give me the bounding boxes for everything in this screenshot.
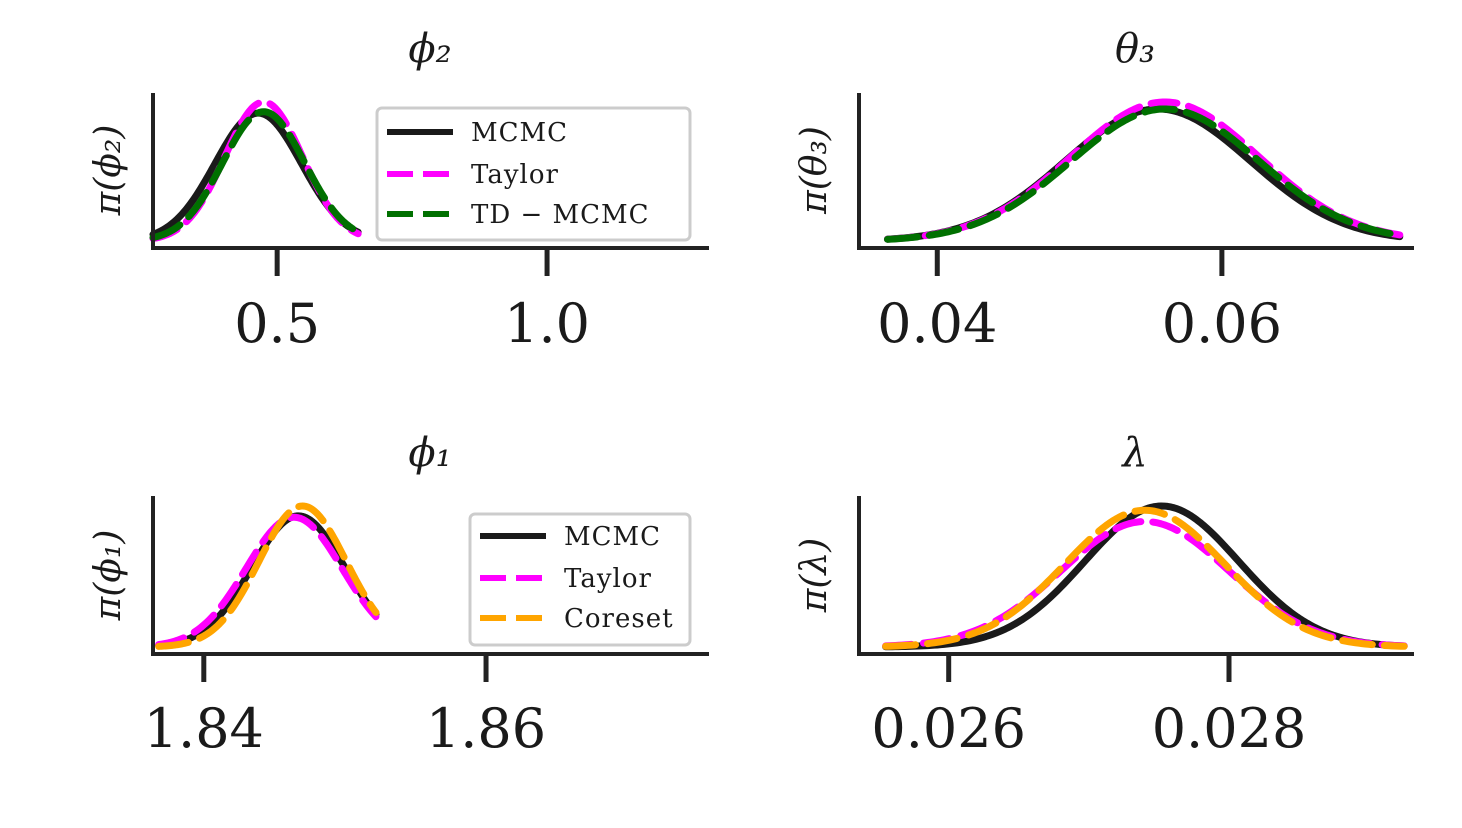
y-axis-label: π(ϕ₂) [88, 125, 129, 217]
series-line-mcmc [882, 502, 1408, 651]
panel-title: λ [1120, 430, 1147, 476]
series-line-mcmc [883, 105, 1404, 243]
x-tick-label: 1.0 [504, 292, 590, 355]
y-axis-label: π(λ) [794, 538, 835, 614]
legend-label-taylor: Taylor [471, 160, 559, 190]
panel-theta3: θ₃ π(θ₃) 0.04 0.06 [794, 26, 1414, 355]
legend-label-taylor: Taylor [564, 564, 652, 594]
x-tick-label: 0.028 [1152, 697, 1307, 760]
x-tick-label: 0.06 [1162, 292, 1282, 355]
series-line-mcmc [155, 512, 380, 650]
panel-title: ϕ₂ [408, 26, 451, 72]
legend-label-mcmc: MCMC [564, 522, 661, 552]
x-tick-label: 0.04 [877, 292, 997, 355]
panel-lambda: λ π(λ) 0.026 0.028 [794, 430, 1414, 760]
y-axis-label: π(ϕ₁) [88, 530, 129, 622]
panel-title: ϕ₁ [408, 430, 451, 476]
curves [883, 98, 1404, 243]
legend: MCMC Taylor TD − MCMC [375, 106, 692, 242]
x-tick-label: 1.86 [426, 697, 546, 760]
series-line-coreset [155, 502, 380, 650]
panel-phi1: ϕ₁ π(ϕ₁) 1.84 1.86 MCMC Taylor Coreset [88, 430, 709, 760]
legend-label-mcmc: MCMC [471, 118, 568, 148]
series-line-coreset [882, 506, 1408, 650]
x-tick-label: 0.5 [234, 292, 320, 355]
series-line-taylor [882, 518, 1408, 650]
curves [155, 502, 380, 650]
legend-label-coreset: Coreset [564, 604, 674, 634]
x-ticks: 0.5 1.0 [234, 248, 590, 355]
series-line-taylor [155, 513, 380, 649]
x-ticks: 1.84 1.86 [144, 654, 546, 760]
curves [149, 98, 362, 243]
curves [882, 502, 1408, 651]
panel-phi2: ϕ₂ π(ϕ₂) 0.5 1.0 MCMC Taylor TD − MCMC [88, 26, 709, 355]
x-ticks: 0.04 0.06 [877, 248, 1282, 355]
panel-title: θ₃ [1115, 26, 1155, 72]
legend-label-td-mcmc: TD − MCMC [471, 200, 650, 230]
series-line-mcmc [149, 109, 362, 238]
series-line-td-mcmc [149, 108, 362, 242]
x-tick-label: 0.026 [871, 697, 1026, 760]
series-line-taylor [149, 98, 362, 243]
x-ticks: 0.026 0.028 [871, 654, 1306, 760]
x-tick-label: 1.84 [144, 697, 264, 760]
legend: MCMC Taylor Coreset [468, 512, 692, 647]
series-line-td-mcmc [883, 105, 1404, 243]
series-line-taylor [883, 98, 1404, 243]
y-axis-label: π(θ₃) [794, 126, 835, 215]
